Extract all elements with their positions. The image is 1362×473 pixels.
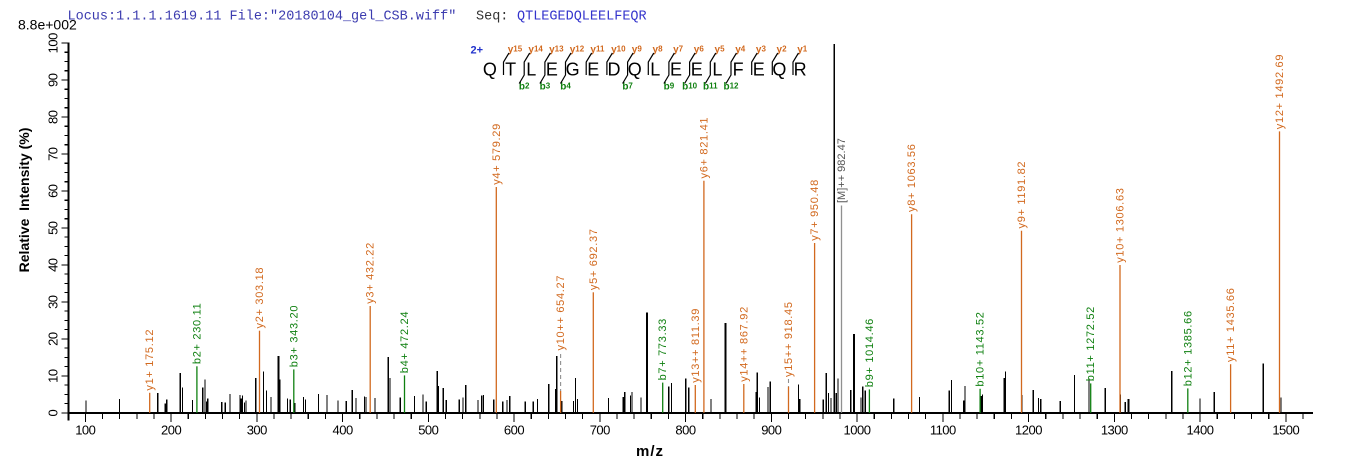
svg-text:y10+ 1306.63: y10+ 1306.63 xyxy=(1115,187,1127,262)
svg-text:E: E xyxy=(670,60,682,80)
svg-text:y10: y10 xyxy=(611,45,626,56)
svg-text:b9: b9 xyxy=(664,82,675,93)
svg-text:b3+ 343.20: b3+ 343.20 xyxy=(288,305,300,367)
svg-text:QTLEGEDQLEELFEQR: QTLEGEDQLEELFEQR xyxy=(517,10,647,25)
svg-text:y5+ 692.37: y5+ 692.37 xyxy=(588,228,600,290)
svg-text:y12+ 1492.69: y12+ 1492.69 xyxy=(1274,54,1286,129)
svg-text:2+: 2+ xyxy=(471,45,484,57)
svg-text:L: L xyxy=(526,60,536,80)
svg-text:90: 90 xyxy=(46,73,61,87)
svg-text:y8: y8 xyxy=(653,45,664,56)
svg-text:y15: y15 xyxy=(508,45,523,56)
svg-text:y9: y9 xyxy=(632,45,643,56)
svg-text:100: 100 xyxy=(46,33,61,53)
svg-text:y6: y6 xyxy=(694,45,705,56)
svg-text:b12: b12 xyxy=(723,82,739,93)
svg-text:b2: b2 xyxy=(519,82,530,93)
svg-text:y7: y7 xyxy=(673,45,684,56)
svg-text:1100: 1100 xyxy=(930,423,956,438)
svg-text:1300: 1300 xyxy=(1101,423,1128,438)
svg-text:E: E xyxy=(691,60,703,80)
svg-text:F: F xyxy=(733,60,744,80)
svg-text:b3: b3 xyxy=(540,82,551,93)
svg-text:L: L xyxy=(650,60,660,80)
svg-text:Q: Q xyxy=(628,60,642,80)
svg-text:60: 60 xyxy=(46,184,61,198)
svg-text:y3: y3 xyxy=(756,45,767,56)
svg-text:Q: Q xyxy=(772,60,786,80)
svg-text:y15++ 918.45: y15++ 918.45 xyxy=(783,301,795,377)
svg-text:y8+ 1063.56: y8+ 1063.56 xyxy=(906,143,918,212)
svg-text:y2+ 303.18: y2+ 303.18 xyxy=(254,267,266,329)
svg-text:y2: y2 xyxy=(777,45,788,56)
svg-text:G: G xyxy=(566,60,580,80)
svg-text:b11+ 1272.52: b11+ 1272.52 xyxy=(1085,306,1097,381)
svg-text:E: E xyxy=(546,60,558,80)
svg-text:400: 400 xyxy=(332,423,352,438)
svg-text:800: 800 xyxy=(675,423,695,438)
svg-text:y7+ 950.48: y7+ 950.48 xyxy=(809,179,821,241)
svg-text:20: 20 xyxy=(46,332,61,346)
svg-text:y13: y13 xyxy=(549,45,564,56)
svg-text:1200: 1200 xyxy=(1015,423,1042,438)
svg-text:1000: 1000 xyxy=(844,423,871,438)
svg-text:R: R xyxy=(794,60,807,80)
svg-text:Q: Q xyxy=(483,60,497,80)
svg-text:b4: b4 xyxy=(560,82,571,93)
svg-text:b7+ 773.33: b7+ 773.33 xyxy=(657,318,669,380)
svg-text:10: 10 xyxy=(46,369,61,383)
svg-text:40: 40 xyxy=(46,258,61,272)
svg-text:100: 100 xyxy=(75,423,95,438)
svg-text:y4+ 579.29: y4+ 579.29 xyxy=(491,123,503,185)
svg-text:600: 600 xyxy=(504,423,524,438)
svg-text:b10: b10 xyxy=(682,82,698,93)
svg-text:80: 80 xyxy=(46,110,61,124)
svg-text:900: 900 xyxy=(761,423,781,438)
svg-text:200: 200 xyxy=(161,423,181,438)
svg-text:50: 50 xyxy=(46,221,61,235)
svg-text:y3+ 432.22: y3+ 432.22 xyxy=(365,242,377,304)
svg-text:y5: y5 xyxy=(715,45,726,56)
svg-text:[M]++ 982.47: [M]++ 982.47 xyxy=(836,138,848,203)
svg-text:E: E xyxy=(587,60,599,80)
svg-text:y13++ 811.39: y13++ 811.39 xyxy=(690,308,702,383)
svg-text:y6+ 821.41: y6+ 821.41 xyxy=(698,117,710,179)
svg-text:y4: y4 xyxy=(735,45,746,56)
svg-text:y1+ 175.12: y1+ 175.12 xyxy=(144,329,156,391)
svg-text:b11: b11 xyxy=(703,82,718,93)
svg-text:b4+ 472.24: b4+ 472.24 xyxy=(399,311,411,373)
svg-text:b12+ 1385.66: b12+ 1385.66 xyxy=(1182,310,1194,386)
svg-text:1400: 1400 xyxy=(1187,423,1214,438)
svg-text:b7: b7 xyxy=(622,82,633,93)
svg-text:y14: y14 xyxy=(528,45,543,56)
svg-text:y1: y1 xyxy=(797,45,808,56)
svg-text:b9+ 1014.46: b9+ 1014.46 xyxy=(864,318,876,387)
svg-text:y12: y12 xyxy=(570,45,585,56)
svg-text:y11+ 1435.66: y11+ 1435.66 xyxy=(1225,287,1237,362)
svg-text:y10++ 654.27: y10++ 654.27 xyxy=(555,275,567,351)
svg-text:m/z: m/z xyxy=(636,443,664,460)
svg-text:D: D xyxy=(608,60,621,80)
svg-text:Relative Intensity (%): Relative Intensity (%) xyxy=(16,128,32,273)
svg-text:8.8e+002: 8.8e+002 xyxy=(18,16,77,32)
svg-text:E: E xyxy=(753,60,765,80)
svg-text:0: 0 xyxy=(46,409,61,416)
svg-text:500: 500 xyxy=(418,423,438,438)
svg-text:y11: y11 xyxy=(590,45,605,56)
svg-text:b10+ 1143.52: b10+ 1143.52 xyxy=(975,311,987,386)
svg-text:Seq:: Seq: xyxy=(476,10,508,25)
svg-text:y9+ 1191.82: y9+ 1191.82 xyxy=(1016,161,1028,229)
svg-text:T: T xyxy=(505,60,516,80)
svg-text:b2+ 230.11: b2+ 230.11 xyxy=(191,303,203,365)
svg-text:30: 30 xyxy=(46,295,61,309)
svg-text:300: 300 xyxy=(247,423,267,438)
svg-text:y14++ 867.92: y14++ 867.92 xyxy=(738,306,750,382)
svg-text:1500: 1500 xyxy=(1272,423,1299,438)
svg-text:700: 700 xyxy=(590,423,610,438)
svg-text:70: 70 xyxy=(46,147,61,161)
svg-text:Locus:1.1.1.1619.11 File:"2018: Locus:1.1.1.1619.11 File:"20180104_gel_C… xyxy=(68,10,457,25)
svg-text:L: L xyxy=(712,60,722,80)
